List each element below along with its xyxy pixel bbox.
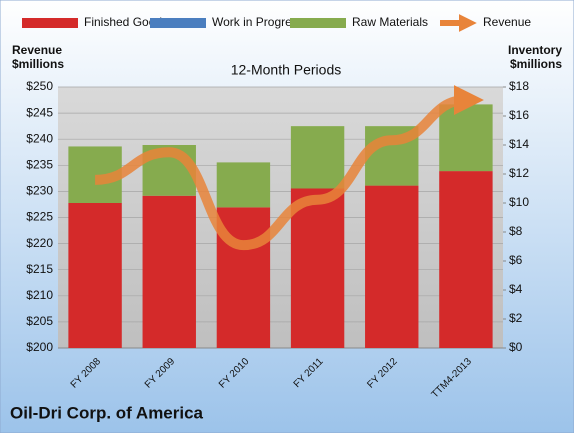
y-tick-label: $210	[26, 288, 53, 302]
legend-label: Revenue	[483, 15, 531, 29]
revenue-line	[94, 85, 484, 251]
y-tick-label: $240	[26, 131, 53, 145]
y-tick-label: $220	[26, 236, 53, 250]
bar	[216, 162, 271, 208]
legend-swatch	[150, 18, 206, 28]
bar	[439, 171, 493, 348]
y2-tick-label: $18	[509, 79, 529, 93]
y-tick-label: $225	[26, 210, 53, 224]
y2-tick-label: $12	[509, 166, 529, 180]
y2-tick-label: $6	[509, 253, 523, 267]
y2-tick-label: $10	[509, 195, 529, 209]
y2-tick-label: $16	[509, 108, 529, 122]
bar	[290, 126, 345, 189]
y2-axis-label: Inventory $millions	[508, 43, 562, 71]
y2-tick-label: $2	[509, 311, 523, 325]
bar	[68, 203, 122, 348]
y2-tick-label: $4	[509, 282, 523, 296]
bar	[439, 104, 493, 172]
legend-swatch	[22, 18, 78, 28]
y-tick-label: $245	[26, 105, 53, 119]
y-tick-label: $215	[26, 262, 53, 276]
bar	[142, 195, 196, 348]
chart-title: Oil-Dri Corp. of America	[10, 403, 204, 422]
y2-tick-label: $14	[509, 137, 529, 151]
y-tick-label: $200	[26, 340, 53, 354]
y-tick-label: $230	[26, 184, 53, 198]
axis-label: Inventory $millions	[508, 43, 562, 71]
y2-tick-label: $8	[509, 224, 523, 238]
y-tick-label: $235	[26, 157, 53, 171]
y2-tick-label: $0	[509, 340, 523, 354]
legend-label: Finished Goods	[84, 15, 168, 29]
y-tick-label: $250	[26, 79, 53, 93]
subtitle: 12-Month Periods	[231, 62, 342, 78]
legend-swatch	[290, 18, 346, 28]
bar	[290, 188, 345, 348]
legend-label: Work in Progress	[212, 15, 304, 29]
bar	[365, 185, 419, 348]
y-axis-label: Revenue $millions	[12, 43, 64, 71]
y-tick-label: $205	[26, 314, 53, 328]
legend-label: Raw Materials	[352, 15, 428, 29]
axis-label: Revenue $millions	[12, 43, 64, 71]
